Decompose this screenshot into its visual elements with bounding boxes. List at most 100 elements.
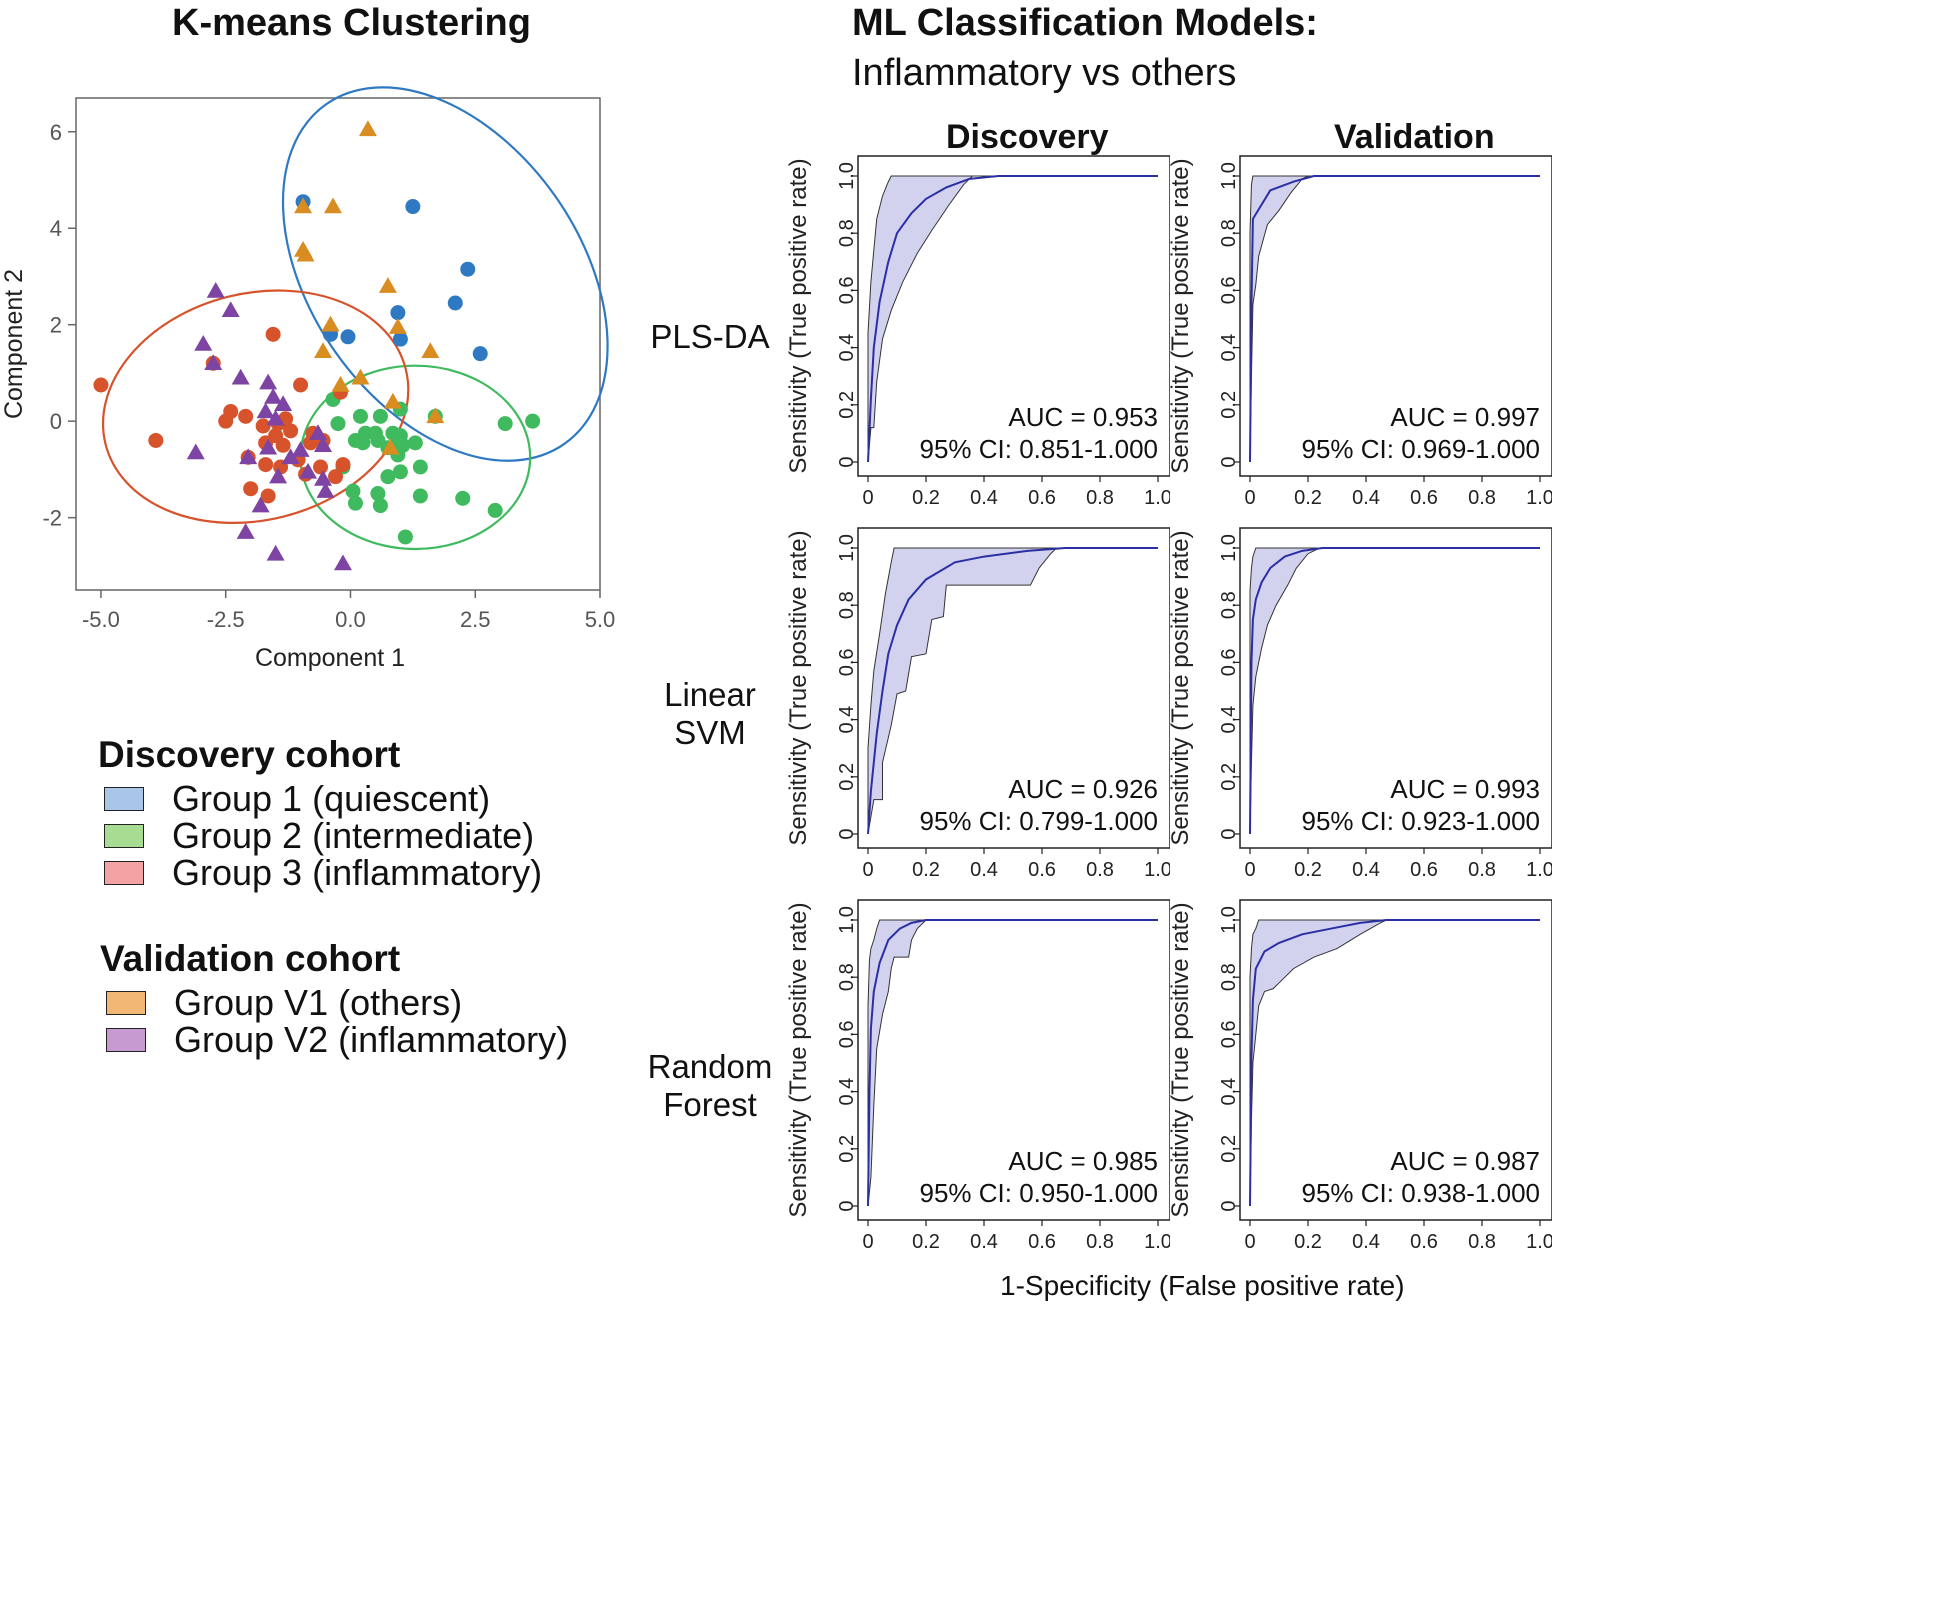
y-tick-label: 0.8 (836, 591, 858, 619)
auc-label: AUC = 0.987 (1390, 1146, 1540, 1176)
ci-label: 95% CI: 0.799-1.000 (920, 806, 1159, 836)
point-g2 (372, 498, 388, 514)
y-tick-label: 1.0 (836, 162, 858, 190)
point-v2 (239, 448, 258, 465)
ci-lower-line (1249, 919, 1540, 1207)
point-g3 (275, 437, 291, 453)
y-tick-label: 0.6 (836, 648, 858, 676)
auc-label: AUC = 0.985 (1008, 1146, 1158, 1176)
legend-swatch (104, 861, 144, 885)
row-label-line: PLS-DA (650, 318, 770, 355)
point-g1 (460, 261, 476, 277)
y-tick-label: 0.2 (836, 763, 858, 791)
point-g2 (352, 408, 368, 424)
legend-item-v1: Group V1 (others) (106, 982, 462, 1024)
ci-band (1250, 920, 1540, 1206)
y-tick-label: 0.6 (1218, 648, 1240, 676)
point-v2 (194, 335, 213, 351)
x-tick-label: 0.4 (1352, 1231, 1380, 1253)
row-label-line: Linear (664, 676, 756, 713)
point-g3 (238, 408, 254, 424)
x-axis-label: Component 1 (255, 644, 405, 672)
point-g2 (347, 495, 363, 511)
x-tick-label: 5.0 (585, 607, 616, 632)
y-tick-label: 0.2 (1218, 763, 1240, 791)
point-v2 (186, 443, 205, 460)
point-g2 (497, 416, 513, 432)
point-v2 (259, 438, 278, 455)
point-v1 (388, 318, 407, 334)
x-tick-label: 1.0 (1144, 487, 1170, 509)
x-tick-label: 0.6 (1410, 487, 1438, 509)
y-tick-label: 0.2 (1218, 391, 1240, 419)
point-g3 (313, 459, 329, 475)
row-label-pls-da: PLS-DA (640, 318, 780, 356)
x-tick-label: 0.6 (1028, 487, 1056, 509)
ci-upper-line (1249, 919, 1540, 1206)
x-tick-label: 0.8 (1468, 1231, 1496, 1253)
ci-label: 95% CI: 0.969-1.000 (1302, 434, 1541, 464)
y-tick-label: 1.0 (1218, 534, 1240, 562)
point-g1 (340, 329, 356, 345)
x-tick-label: 0 (862, 859, 873, 881)
y-tick-label: 0.6 (836, 276, 858, 304)
y-tick-label: 6 (50, 120, 62, 145)
point-v2 (291, 441, 310, 457)
legend-swatch (106, 991, 146, 1015)
cluster-ellipse-g3 (101, 289, 410, 524)
ci-label: 95% CI: 0.923-1.000 (1302, 806, 1541, 836)
x-tick-label: 0.4 (970, 487, 998, 509)
ci-band (1250, 176, 1540, 462)
point-v2 (299, 462, 318, 479)
point-v2 (236, 523, 255, 539)
legend-item-group3: Group 3 (inflammatory) (104, 852, 542, 894)
point-v1 (421, 342, 440, 358)
y-tick-label: 0.2 (836, 1135, 858, 1163)
legend-discovery-title: Discovery cohort (98, 734, 401, 775)
x-tick-label: 0.8 (1086, 487, 1114, 509)
point-g2 (397, 529, 413, 545)
point-v1 (383, 392, 402, 409)
point-g1 (405, 199, 421, 215)
legend-validation-title: Validation cohort (100, 938, 401, 979)
point-v2 (204, 354, 223, 371)
x-tick-label: 0.4 (970, 859, 998, 881)
plot-frame (75, 97, 601, 591)
y-tick-label: 0 (1218, 828, 1240, 839)
point-g3 (335, 457, 351, 473)
cluster-ellipse-g1 (281, 86, 609, 462)
y-axis-label: Sensitivity (True positive rate) (785, 158, 812, 473)
point-g3 (148, 432, 164, 448)
y-tick-label: 0.2 (836, 391, 858, 419)
x-tick-label: 0.2 (1294, 487, 1322, 509)
auc-label: AUC = 0.953 (1008, 402, 1158, 432)
point-g2 (412, 488, 428, 504)
legend-label: Group 2 (intermediate) (172, 815, 535, 856)
x-tick-label: 0.6 (1028, 1231, 1056, 1253)
roc-curve (867, 547, 1158, 835)
point-v1 (324, 197, 343, 214)
roc-panel-linear-svm-discovery: 0 0 0.2 0.2 0.4 0.4 0.6 0.6 0.8 0.8 1.0 1.0 Sensitiv… (778, 520, 1172, 888)
x-tick-label: 0 (1244, 859, 1255, 881)
x-tick-label: 0.8 (1468, 859, 1496, 881)
x-tick-label: -5.0 (82, 607, 120, 632)
point-g1 (472, 346, 488, 362)
y-axis-label: Sensitivity (True positive rate) (785, 902, 812, 1217)
point-g3 (328, 469, 344, 485)
y-tick-label: 0.8 (1218, 591, 1240, 619)
x-tick-label: 0.8 (1086, 1231, 1114, 1253)
legend-item-group1: Group 1 (quiescent) (104, 778, 490, 820)
roc-panel-pls-da-discovery: 0 0 0.2 0.2 0.4 0.4 0.6 0.6 0.8 0.8 1.0 1.0 Sensitiv… (778, 148, 1172, 516)
point-v1 (351, 368, 370, 385)
point-v2 (259, 373, 278, 390)
roc-curve (1249, 919, 1540, 1207)
point-v2 (314, 436, 333, 453)
point-v2 (309, 424, 328, 440)
point-g3 (293, 377, 309, 393)
y-axis-label: Sensitivity (True positive rate) (1167, 902, 1194, 1217)
roc-curve (867, 919, 1158, 1207)
point-g1 (392, 331, 408, 347)
x-tick-label: 0 (1244, 487, 1255, 509)
ci-upper-line (867, 547, 1158, 834)
y-tick-label: 0 (836, 456, 858, 467)
